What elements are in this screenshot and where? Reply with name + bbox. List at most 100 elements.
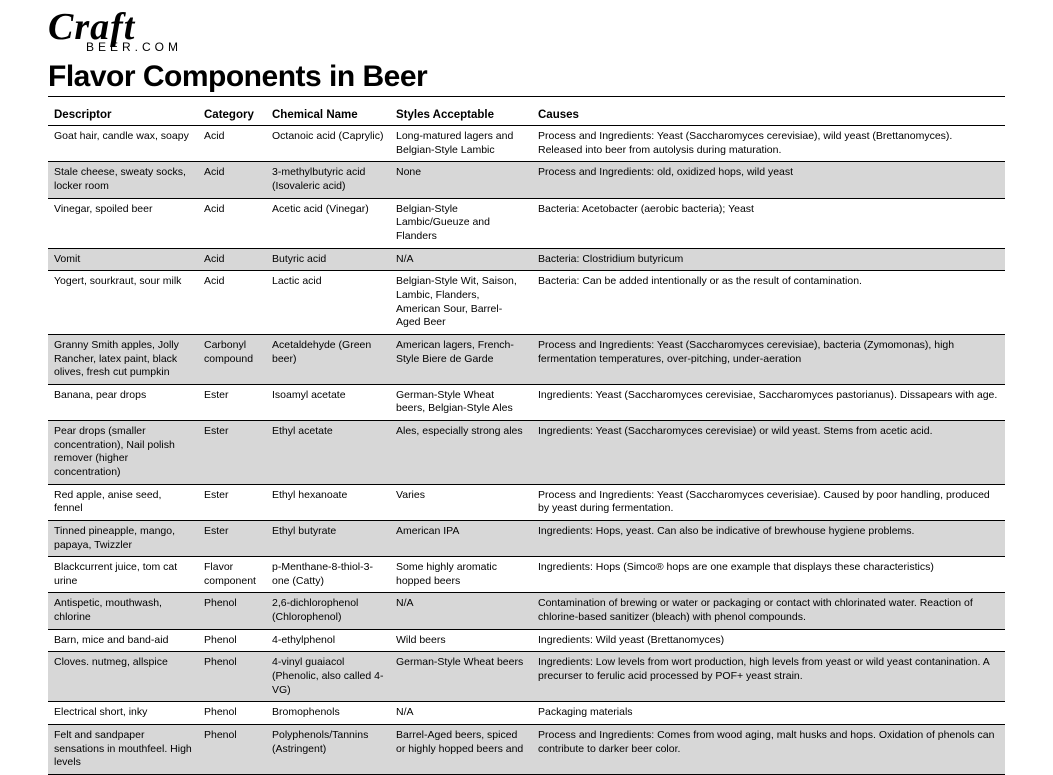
table-row: Felt and sandpaper sensations in mouthfe… <box>48 724 1005 774</box>
table-cell: Ingredients: Hops, yeast. Can also be in… <box>532 520 1005 556</box>
table-cell: Bacteria: Can be added intentionally or … <box>532 271 1005 335</box>
table-cell: Ethyl acetate <box>266 421 390 485</box>
table-cell: Goat hair, candle wax, soapy <box>48 126 198 162</box>
table-cell: Acid <box>198 248 266 271</box>
table-cell: Cloves. nutmeg, allspice <box>48 652 198 702</box>
table-body: Goat hair, candle wax, soapyAcidOctanoic… <box>48 126 1005 775</box>
table-cell: Ester <box>198 384 266 420</box>
table-cell: Contamination of brewing or water or pac… <box>532 593 1005 629</box>
table-cell: Phenol <box>198 593 266 629</box>
logo-line1: Craft <box>48 10 1005 44</box>
table-cell: Ethyl butyrate <box>266 520 390 556</box>
table-cell: 2,6-dichlorophenol (Chlorophenol) <box>266 593 390 629</box>
table-cell: Acetic acid (Vinegar) <box>266 198 390 248</box>
table-cell: None <box>390 162 532 198</box>
table-cell: Phenol <box>198 724 266 774</box>
table-cell: Vinegar, spoiled beer <box>48 198 198 248</box>
table-cell: 4-ethylphenol <box>266 629 390 652</box>
table-cell: Process and Ingredients: Yeast (Saccharo… <box>532 334 1005 384</box>
table-cell: Wild beers <box>390 629 532 652</box>
table-cell: Electrical short, inky <box>48 702 198 725</box>
table-cell: German-Style Wheat beers <box>390 652 532 702</box>
site-logo: Craft BEER.COM <box>48 10 1005 54</box>
col-causes: Causes <box>532 103 1005 126</box>
table-cell: 4-vinyl guaiacol (Phenolic, also called … <box>266 652 390 702</box>
table-cell: Barrel-Aged beers, spiced or highly hopp… <box>390 724 532 774</box>
table-cell: Felt and sandpaper sensations in mouthfe… <box>48 724 198 774</box>
table-cell: Process and Ingredients: old, oxidized h… <box>532 162 1005 198</box>
table-cell: Ingredients: Yeast (Saccharomyces cerevi… <box>532 384 1005 420</box>
col-styles: Styles Acceptable <box>390 103 532 126</box>
table-cell: Flavor component <box>198 557 266 593</box>
table-cell: Granny Smith apples, Jolly Rancher, late… <box>48 334 198 384</box>
table-cell: American IPA <box>390 520 532 556</box>
table-cell: Acid <box>198 126 266 162</box>
table-cell: Blackcurrent juice, tom cat urine <box>48 557 198 593</box>
table-cell: Tinned pineapple, mango, papaya, Twizzle… <box>48 520 198 556</box>
table-cell: Stale cheese, sweaty socks, locker room <box>48 162 198 198</box>
table-cell: Octanoic acid (Caprylic) <box>266 126 390 162</box>
table-cell: N/A <box>390 702 532 725</box>
table-cell: Phenol <box>198 702 266 725</box>
table-cell: Bromophenols <box>266 702 390 725</box>
table-cell: Ingredients: Hops (Simco® hops are one e… <box>532 557 1005 593</box>
table-cell: Process and Ingredients: Comes from wood… <box>532 724 1005 774</box>
table-row: Granny Smith apples, Jolly Rancher, late… <box>48 334 1005 384</box>
table-cell: N/A <box>390 593 532 629</box>
table-row: VomitAcidButyric acidN/ABacteria: Clostr… <box>48 248 1005 271</box>
table-cell: Yogert, sourkraut, sour milk <box>48 271 198 335</box>
table-cell: Polyphenols/Tannins (Astringent) <box>266 724 390 774</box>
table-cell: Acid <box>198 198 266 248</box>
table-cell: Ester <box>198 484 266 520</box>
table-cell: Long-matured lagers and Belgian-Style La… <box>390 126 532 162</box>
table-row: Blackcurrent juice, tom cat urineFlavor … <box>48 557 1005 593</box>
table-cell: Acid <box>198 162 266 198</box>
table-header-row: Descriptor Category Chemical Name Styles… <box>48 103 1005 126</box>
table-cell: Acetaldehyde (Green beer) <box>266 334 390 384</box>
table-cell: Some highly aromatic hopped beers <box>390 557 532 593</box>
table-cell: Red apple, anise seed, fennel <box>48 484 198 520</box>
table-row: Vinegar, spoiled beerAcidAcetic acid (Vi… <box>48 198 1005 248</box>
table-row: Goat hair, candle wax, soapyAcidOctanoic… <box>48 126 1005 162</box>
table-cell: Varies <box>390 484 532 520</box>
table-cell: Ingredients: Wild yeast (Brettanomyces) <box>532 629 1005 652</box>
table-cell: Antispetic, mouthwash, chlorine <box>48 593 198 629</box>
table-cell: Process and Ingredients: Yeast (Saccharo… <box>532 484 1005 520</box>
table-row: Electrical short, inkyPhenolBromophenols… <box>48 702 1005 725</box>
table-cell: Packaging materials <box>532 702 1005 725</box>
table-row: Tinned pineapple, mango, papaya, Twizzle… <box>48 520 1005 556</box>
table-cell: Isoamyl acetate <box>266 384 390 420</box>
table-cell: Ethyl hexanoate <box>266 484 390 520</box>
table-cell: Phenol <box>198 629 266 652</box>
logo-line2: BEER.COM <box>86 40 1005 54</box>
col-category: Category <box>198 103 266 126</box>
table-row: Barn, mice and band-aidPhenol4-ethylphen… <box>48 629 1005 652</box>
table-cell: Carbonyl compound <box>198 334 266 384</box>
table-cell: Pear drops (smaller concentration), Nail… <box>48 421 198 485</box>
table-row: Pear drops (smaller concentration), Nail… <box>48 421 1005 485</box>
table-cell: Butyric acid <box>266 248 390 271</box>
table-cell: Lactic acid <box>266 271 390 335</box>
table-cell: Banana, pear drops <box>48 384 198 420</box>
table-cell: Ester <box>198 520 266 556</box>
table-cell: Barn, mice and band-aid <box>48 629 198 652</box>
table-row: Antispetic, mouthwash, chlorinePhenol2,6… <box>48 593 1005 629</box>
table-cell: Bacteria: Acetobacter (aerobic bacteria)… <box>532 198 1005 248</box>
table-row: Stale cheese, sweaty socks, locker roomA… <box>48 162 1005 198</box>
table-cell: Belgian-Style Wit, Saison, Lambic, Fland… <box>390 271 532 335</box>
table-cell: Ales, especially strong ales <box>390 421 532 485</box>
table-cell: Process and Ingredients: Yeast (Saccharo… <box>532 126 1005 162</box>
table-cell: p-Menthane-8-thiol-3-one (Catty) <box>266 557 390 593</box>
table-cell: Vomit <box>48 248 198 271</box>
table-cell: Ingredients: Yeast (Saccharomyces cerevi… <box>532 421 1005 485</box>
table-cell: Ester <box>198 421 266 485</box>
table-cell: Phenol <box>198 652 266 702</box>
flavor-table: Descriptor Category Chemical Name Styles… <box>48 103 1005 775</box>
table-row: Yogert, sourkraut, sour milkAcidLactic a… <box>48 271 1005 335</box>
col-descriptor: Descriptor <box>48 103 198 126</box>
page-title: Flavor Components in Beer <box>48 60 1005 97</box>
table-row: Banana, pear dropsEsterIsoamyl acetateGe… <box>48 384 1005 420</box>
table-row: Red apple, anise seed, fennelEsterEthyl … <box>48 484 1005 520</box>
table-cell: German-Style Wheat beers, Belgian-Style … <box>390 384 532 420</box>
table-cell: Bacteria: Clostridium butyricum <box>532 248 1005 271</box>
